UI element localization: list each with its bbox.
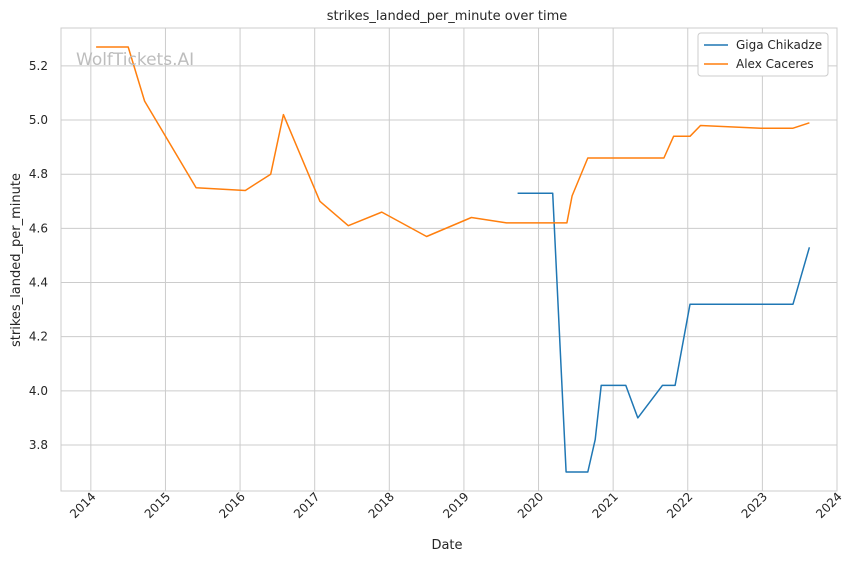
- y-tick-label: 3.8: [29, 438, 48, 452]
- y-tick-label: 4.2: [29, 330, 48, 344]
- series-lines: [96, 46, 811, 473]
- x-tick-label: 2024: [813, 490, 844, 521]
- x-axis-ticks: 2014 2015 2016 2017 2018 2019 2020 2021 2022 2023…: [67, 490, 845, 521]
- y-tick-label: 4.4: [29, 276, 48, 290]
- y-tick-label: 5.0: [29, 113, 48, 127]
- x-tick-label: 2022: [664, 490, 695, 521]
- x-tick-label: 2021: [589, 490, 620, 521]
- legend-label-giga-chikadze: Giga Chikadze: [736, 38, 822, 52]
- legend-box: [697, 32, 829, 77]
- plot-area-frame: [60, 27, 838, 492]
- watermark-text: WolfTickets.AI: [76, 50, 194, 70]
- x-tick-label: 2018: [366, 490, 397, 521]
- x-tick-label: 2017: [291, 490, 322, 521]
- x-tick-label: 2016: [216, 490, 247, 521]
- x-tick-label: 2019: [440, 490, 471, 521]
- series-line-alex-caceres: [96, 46, 810, 238]
- legend: Giga Chikadze Alex Caceres: [697, 32, 829, 77]
- x-tick-label: 2020: [515, 490, 546, 521]
- y-tick-label: 4.8: [29, 167, 48, 181]
- series-line-giga-chikadze: [517, 192, 811, 473]
- legend-label-alex-caceres: Alex Caceres: [736, 57, 814, 71]
- y-axis-title: strikes_landed_per_minute: [9, 173, 24, 347]
- chart-title: strikes_landed_per_minute over time: [327, 9, 568, 24]
- grid: [61, 28, 838, 491]
- x-tick-label: 2023: [739, 490, 770, 521]
- x-tick-label: 2014: [67, 490, 98, 521]
- y-tick-label: 4.6: [29, 221, 48, 235]
- x-axis-title: Date: [431, 538, 462, 553]
- x-tick-label: 2015: [142, 490, 173, 521]
- y-axis-ticks: 3.8 4.0 4.2 4.4 4.6 4.8 5.0 5.2: [29, 59, 48, 452]
- y-tick-label: 5.2: [29, 59, 48, 73]
- y-tick-label: 4.0: [29, 384, 48, 398]
